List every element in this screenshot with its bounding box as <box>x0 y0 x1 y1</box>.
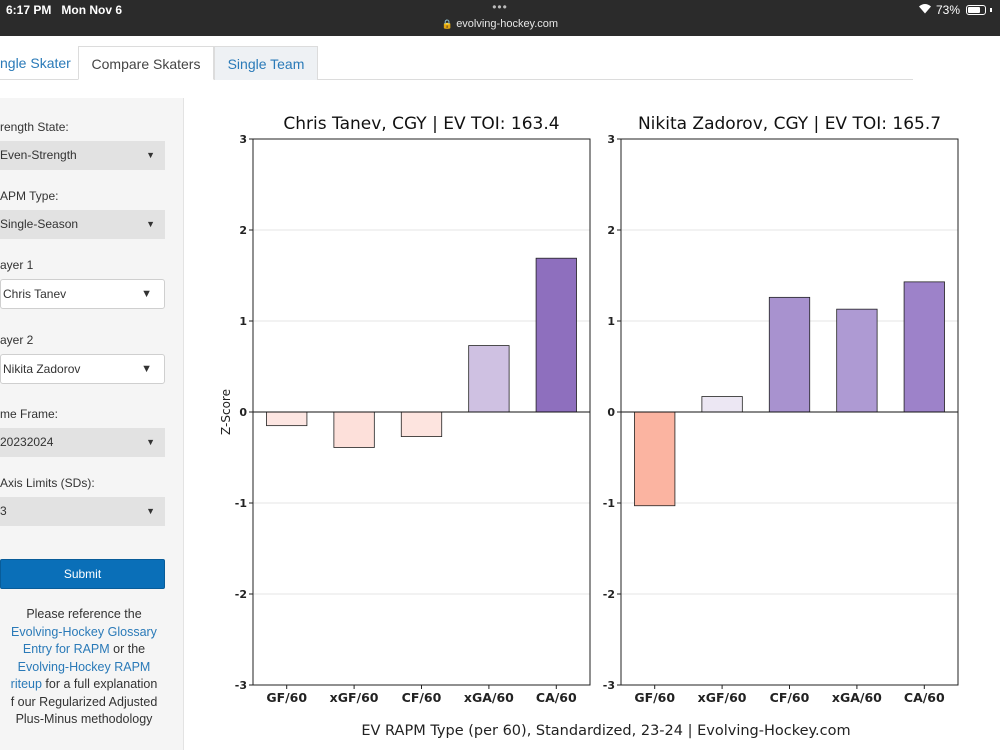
x-axis-label: EV RAPM Type (per 60), Standardized, 23-… <box>361 723 850 739</box>
battery-percent: 73% <box>935 3 960 17</box>
tab-single-skater[interactable]: ngle Skater <box>0 55 71 71</box>
bar <box>701 396 743 413</box>
chevron-down-icon: ▼ <box>146 506 155 516</box>
glossary-link-2[interactable]: Entry for RAPM <box>22 642 110 656</box>
player1-select[interactable]: Chris Tanev ▼ <box>0 279 165 309</box>
reference-line: Plus-Minus methodology <box>15 712 153 726</box>
y-tick-label: -1 <box>603 497 615 510</box>
chart-title: Nikita Zadorov, CGY | EV TOI: 165.7 <box>638 114 941 134</box>
sidebar-panel: rength State: Even-Strength ▼ APM Type: … <box>0 98 184 750</box>
x-tick-label: xGA/60 <box>464 690 514 705</box>
tab-compare-skaters[interactable]: Compare Skaters <box>78 46 214 80</box>
y-tick-label: 0 <box>239 406 247 419</box>
clock-day: Mon Nov 6 <box>61 3 123 17</box>
time-frame-label: me Frame: <box>0 407 59 421</box>
strength-state-select[interactable]: Even-Strength ▼ <box>0 141 165 170</box>
x-tick-label: xGF/60 <box>330 690 379 705</box>
y-tick-label: 1 <box>239 315 247 328</box>
chevron-down-icon: ▼ <box>146 219 155 229</box>
y-tick-label: 2 <box>607 224 615 237</box>
clock-time: 6:17 PM <box>6 3 52 17</box>
rapm-writeup-link[interactable]: Evolving-Hockey RAPM <box>17 659 151 674</box>
tab-single-team[interactable]: Single Team <box>214 46 318 80</box>
y-tick-label: 3 <box>239 133 247 146</box>
bar <box>266 411 308 427</box>
x-tick-label: xGA/60 <box>832 690 882 705</box>
player2-select[interactable]: Nikita Zadorov ▼ <box>0 354 165 384</box>
status-right: 73% <box>918 3 992 17</box>
url-text: evolving-hockey.com <box>456 18 559 30</box>
time-frame-select[interactable]: 20232024 ▼ <box>0 428 165 457</box>
reference-or: or the <box>109 642 146 656</box>
x-tick-label: CF/60 <box>402 690 442 705</box>
player1-label: ayer 1 <box>0 258 34 272</box>
url-bar[interactable]: 🔒 evolving-hockey.com <box>0 18 1000 30</box>
y-tick-label: -3 <box>603 679 615 692</box>
bar <box>468 345 510 413</box>
wifi-icon <box>918 3 932 17</box>
strength-state-value: Even-Strength <box>0 148 77 162</box>
player2-value: Nikita Zadorov <box>3 362 81 376</box>
rapm-type-value: Single-Season <box>0 217 79 231</box>
rapm-chart: Chris Tanev, CGY | EV TOI: 163.4 GF/60 xGF… <box>219 114 959 739</box>
axis-limits-select[interactable]: 3 ▼ <box>0 497 165 526</box>
y-tick-label: 1 <box>607 315 615 328</box>
tab-bar: ngle Skater Compare Skaters Single Team <box>0 46 913 80</box>
strength-state-label: rength State: <box>0 120 69 134</box>
y-tick-label: -2 <box>603 588 615 601</box>
status-bar: 6:17 PM Mon Nov 6 ••• 🔒 evolving-hockey.… <box>0 0 1000 36</box>
bar <box>836 308 878 413</box>
battery-icon <box>966 5 986 15</box>
status-time: 6:17 PM Mon Nov 6 <box>6 3 122 17</box>
bar <box>400 411 443 437</box>
reference-line: for a full explanation <box>41 677 158 691</box>
bar <box>535 257 577 413</box>
glossary-link[interactable]: Evolving-Hockey Glossary <box>11 624 157 639</box>
player2-label: ayer 2 <box>0 333 34 347</box>
chevron-down-icon: ▼ <box>146 437 155 447</box>
player1-value: Chris Tanev <box>3 287 67 301</box>
chevron-down-icon: ▼ <box>141 363 152 375</box>
reference-line: Please reference the <box>26 607 142 621</box>
x-tick-label: CA/60 <box>536 690 577 705</box>
reference-text: Please reference the Evolving-Hockey Glo… <box>0 606 168 729</box>
chart-title: Chris Tanev, CGY | EV TOI: 163.4 <box>283 114 559 134</box>
rapm-type-select[interactable]: Single-Season ▼ <box>0 210 165 239</box>
chevron-down-icon: ▼ <box>141 288 152 300</box>
bar <box>768 296 811 413</box>
axis-limits-label: Axis Limits (SDs): <box>0 476 95 490</box>
reference-line: f our Regularized Adjusted <box>10 694 158 709</box>
x-tick-label: GF/60 <box>634 690 675 705</box>
time-frame-value: 20232024 <box>0 435 54 449</box>
y-axis-label: Z-Score <box>219 389 233 435</box>
y-tick-label: 2 <box>239 224 247 237</box>
x-tick-label: GF/60 <box>266 690 307 705</box>
rapm-writeup-link-2[interactable]: riteup <box>10 677 42 691</box>
y-tick-label: -2 <box>235 588 247 601</box>
y-tick-label: 0 <box>607 406 615 419</box>
y-tick-label: 3 <box>607 133 615 146</box>
x-tick-label: xGF/60 <box>698 690 747 705</box>
bar <box>333 411 375 448</box>
x-tick-label: CF/60 <box>770 690 810 705</box>
y-tick-label: -1 <box>235 497 247 510</box>
rapm-type-label: APM Type: <box>0 189 59 203</box>
chevron-down-icon: ▼ <box>146 150 155 160</box>
multitask-dots[interactable]: ••• <box>492 0 508 14</box>
bar <box>903 281 945 413</box>
x-tick-label: CA/60 <box>904 690 945 705</box>
axis-limits-value: 3 <box>0 504 7 518</box>
y-tick-label: -3 <box>235 679 247 692</box>
submit-button[interactable]: Submit <box>0 559 165 589</box>
lock-icon: 🔒 <box>441 19 454 29</box>
bar <box>634 411 676 507</box>
